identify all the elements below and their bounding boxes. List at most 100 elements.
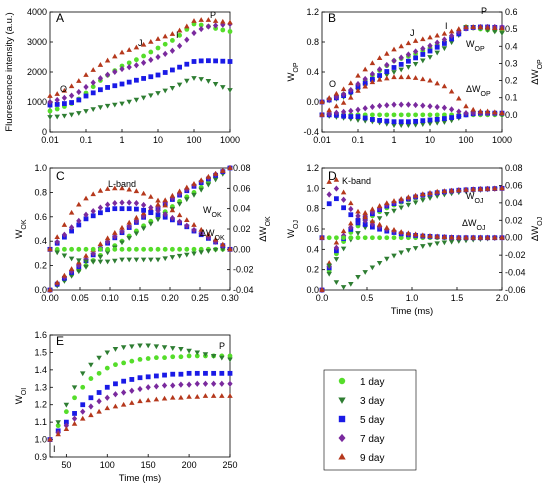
data-point (76, 88, 82, 96)
data-point (319, 99, 325, 104)
data-point (83, 72, 89, 77)
panel-e: 50 100 150 200 250 0.9 1.0 1.1 1.2 1.3 1.4 1.5 1.6 Ti… (14, 330, 238, 484)
data-point (112, 246, 118, 252)
data-point (420, 122, 426, 127)
data-point (448, 88, 455, 94)
data-point (333, 176, 340, 182)
data-point (126, 236, 132, 241)
data-point (369, 79, 376, 85)
data-point (340, 189, 347, 195)
data-point (326, 263, 332, 269)
y-tick-label: 1.4 (34, 365, 47, 375)
data-point (333, 244, 340, 251)
data-point (126, 219, 132, 225)
data-point (362, 214, 368, 220)
data-point (71, 385, 78, 391)
data-point (55, 420, 61, 426)
data-point (391, 198, 397, 203)
data-point (90, 213, 96, 219)
data-point (398, 119, 404, 125)
data-point (83, 264, 89, 270)
data-point (119, 228, 125, 235)
data-point (333, 90, 340, 96)
data-point (391, 74, 397, 80)
data-point (212, 236, 219, 242)
data-point (119, 206, 125, 212)
data-point (83, 216, 89, 222)
data-point (213, 58, 218, 64)
data-point (184, 246, 190, 252)
data-point (69, 246, 74, 252)
x-tick-label: 0.05 (71, 293, 89, 303)
data-point (133, 214, 140, 220)
y-tick-label: 0.6 (34, 212, 47, 222)
data-point (434, 80, 440, 86)
data-point (191, 251, 197, 257)
data-point (413, 118, 418, 124)
data-point (98, 87, 103, 93)
data-point (370, 112, 375, 118)
data-point (220, 18, 226, 24)
data-point (456, 95, 462, 101)
data-point (441, 188, 448, 193)
data-point (205, 173, 212, 179)
data-point (227, 246, 233, 252)
data-point (61, 253, 68, 259)
y2-tick-label: 0.08 (505, 163, 523, 173)
data-point (398, 54, 404, 61)
annotation-o: O (60, 84, 67, 94)
data-point (205, 17, 212, 22)
data-point (161, 395, 168, 401)
data-point (140, 201, 147, 209)
y2-tick-label: 0.5 (505, 24, 518, 34)
y2-tick-label: 0.6 (505, 7, 518, 17)
data-point (406, 119, 411, 125)
data-point (133, 97, 140, 103)
data-point (412, 231, 419, 237)
data-point (191, 29, 197, 37)
data-point (420, 118, 426, 124)
data-point (83, 83, 89, 91)
x-tick-label: 0.5 (361, 293, 374, 303)
data-point (420, 191, 426, 197)
data-point (133, 188, 140, 194)
data-point (96, 355, 102, 361)
x-tick-label: 0.10 (101, 293, 119, 303)
data-point (145, 356, 151, 361)
data-point (369, 103, 376, 110)
data-point (442, 116, 447, 121)
data-point (63, 426, 70, 432)
data-point (105, 85, 110, 90)
data-point (61, 94, 68, 102)
annotation-p: P (481, 6, 487, 16)
data-point (212, 82, 219, 87)
axes-frame (49, 334, 231, 458)
data-point (137, 398, 143, 404)
series-9-day-w (319, 176, 505, 240)
data-point (219, 370, 225, 376)
data-point (398, 235, 404, 241)
data-point (420, 244, 426, 249)
data-point (54, 250, 60, 256)
series-1-day-w (319, 112, 505, 118)
data-point (63, 422, 70, 429)
data-point (155, 45, 161, 51)
data-point (219, 380, 225, 387)
data-point (191, 192, 197, 198)
data-point (384, 75, 390, 81)
data-point (205, 234, 212, 241)
data-point (227, 357, 233, 363)
data-point (319, 234, 325, 240)
data-point (83, 246, 89, 252)
data-point (112, 68, 118, 75)
data-point (492, 29, 498, 35)
data-point (355, 217, 361, 223)
y-tick-label: 4000 (27, 7, 47, 17)
data-point (412, 192, 419, 198)
data-point (169, 255, 176, 260)
x-tick-label: 250 (222, 460, 237, 470)
data-point (448, 234, 455, 240)
data-point (355, 275, 361, 280)
data-point (420, 58, 426, 64)
